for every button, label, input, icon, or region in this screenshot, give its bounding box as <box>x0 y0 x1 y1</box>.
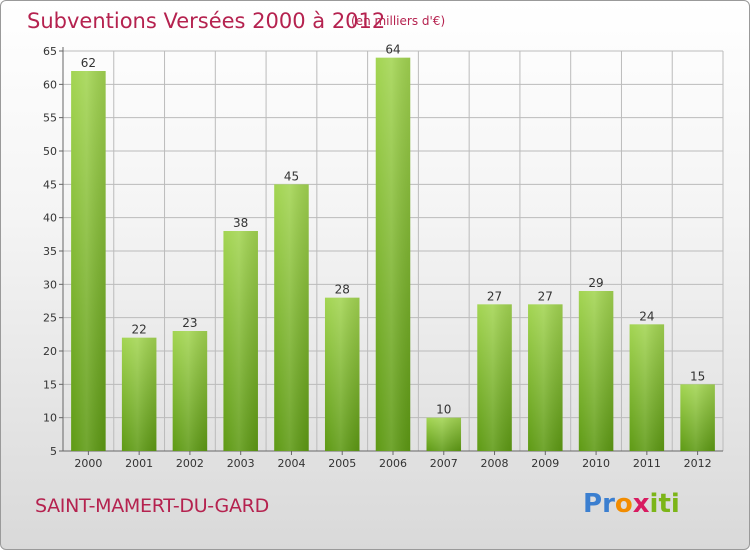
data-label: 27 <box>538 289 553 303</box>
data-label: 10 <box>436 403 451 417</box>
bar-shade <box>375 57 411 452</box>
proxiti-logo[interactable]: Proxiti <box>583 489 680 519</box>
x-tick-label: 2002 <box>176 457 204 470</box>
logo-letter: x <box>632 489 650 519</box>
x-tick-label: 2007 <box>430 457 458 470</box>
bar-shade <box>426 417 462 451</box>
x-tick-label: 2008 <box>481 457 509 470</box>
y-tick-label: 60 <box>43 78 57 91</box>
bar-shade <box>172 331 208 451</box>
data-label: 45 <box>284 169 299 183</box>
bar-shade <box>121 337 157 451</box>
x-tick-label: 2011 <box>633 457 661 470</box>
x-tick-label: 2003 <box>227 457 255 470</box>
logo-letter: t <box>658 489 671 519</box>
data-label: 23 <box>182 316 197 330</box>
bar-shade <box>324 297 360 451</box>
chart-title: Subventions Versées 2000 à 2012 <box>27 9 386 33</box>
logo-letter: r <box>602 489 615 519</box>
y-tick-label: 55 <box>43 112 57 125</box>
data-label: 27 <box>487 289 502 303</box>
x-tick-label: 2005 <box>328 457 356 470</box>
x-tick-label: 2012 <box>684 457 712 470</box>
y-tick-label: 25 <box>43 312 57 325</box>
data-label: 64 <box>385 43 400 57</box>
x-tick-label: 2001 <box>125 457 153 470</box>
x-tick-label: 2010 <box>582 457 610 470</box>
data-label: 15 <box>690 369 705 383</box>
data-label: 28 <box>335 283 350 297</box>
bar-shade <box>223 231 258 451</box>
logo-letter: P <box>583 489 603 519</box>
labels: 62 22 23 38 45 28 64 10 27 27 29 24 15 <box>81 43 706 417</box>
logo-letter: i <box>670 489 680 519</box>
logo-letter: i <box>649 489 659 519</box>
x-tick-label: 2006 <box>379 457 407 470</box>
x-tick-label: 2004 <box>277 457 305 470</box>
x-tick-label: 2000 <box>74 457 102 470</box>
data-label: 38 <box>233 216 248 230</box>
y-tick-label: 30 <box>43 278 57 291</box>
y-tick-label: 45 <box>43 178 57 191</box>
bar-shade <box>629 324 665 451</box>
data-label: 29 <box>588 276 603 290</box>
bar-shade <box>274 184 309 452</box>
bar-shade <box>477 304 512 451</box>
y-tick-label: 15 <box>43 378 57 391</box>
bar-shade <box>528 304 563 451</box>
y-tick-label: 65 <box>43 45 57 58</box>
x-tick-label: 2009 <box>531 457 559 470</box>
bar-shade <box>680 384 715 451</box>
bars <box>71 57 715 452</box>
axes: 5 10 15 20 25 30 35 40 45 50 55 60 65 2000 2001 2002 200… <box>43 45 723 470</box>
data-label: 62 <box>81 56 96 70</box>
y-tick-label: 5 <box>50 445 57 458</box>
bar-shade <box>578 291 614 451</box>
y-tick-label: 35 <box>43 245 57 258</box>
y-tick-label: 50 <box>43 145 57 158</box>
bar-shade <box>71 71 106 451</box>
y-tick-label: 40 <box>43 212 57 225</box>
chart-subtitle: (en milliers d'€) <box>351 14 446 28</box>
data-label: 24 <box>639 309 654 323</box>
y-tick-label: 20 <box>43 345 57 358</box>
logo-letter: o <box>614 489 633 519</box>
commune-name: SAINT-MAMERT-DU-GARD <box>35 495 269 517</box>
data-label: 22 <box>132 323 147 337</box>
y-tick-label: 10 <box>43 412 57 425</box>
